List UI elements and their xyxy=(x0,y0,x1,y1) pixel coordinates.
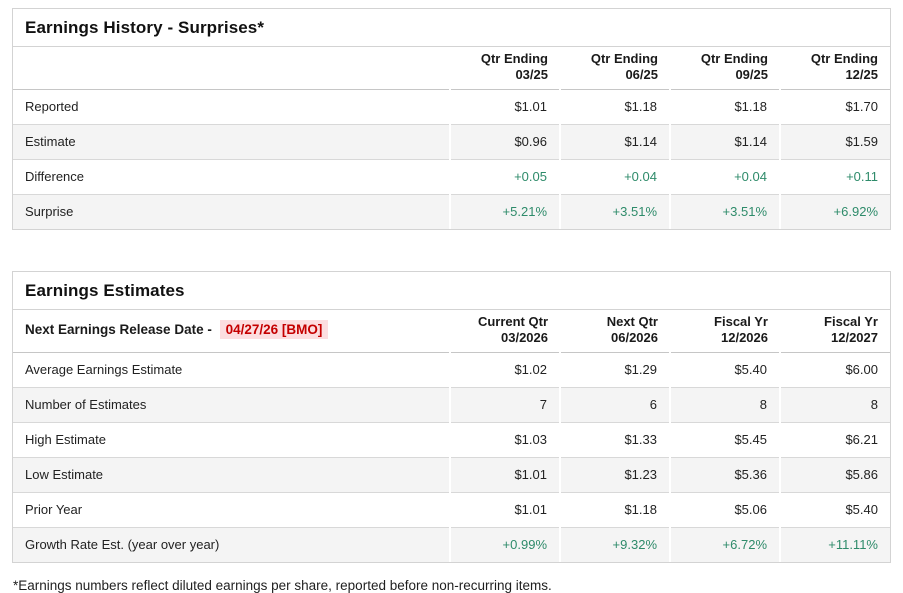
column-header-line2: 12/2026 xyxy=(721,330,768,346)
table-row-average-earnings-estimate: Average Earnings Estimate $1.02 $1.29 $5… xyxy=(13,352,890,387)
cell-value: $5.40 xyxy=(669,352,780,387)
cell-value: +3.51% xyxy=(669,193,780,229)
table-row-difference: Difference +0.05 +0.04 +0.04 +0.11 xyxy=(13,158,890,194)
cell-value: $1.01 xyxy=(449,89,560,124)
table-row-reported: Reported $1.01 $1.18 $1.18 $1.70 xyxy=(13,89,890,124)
table-row-low-estimate: Low Estimate $1.01 $1.23 $5.36 $5.86 xyxy=(13,456,890,492)
row-label: Surprise xyxy=(13,193,450,229)
next-earnings-release-date: Next Earnings Release Date - 04/27/26 [B… xyxy=(13,310,450,353)
cell-value: $1.18 xyxy=(559,491,670,527)
cell-value: +0.04 xyxy=(669,158,780,194)
cell-value: +0.99% xyxy=(449,526,560,562)
column-header-line2: 03/2026 xyxy=(501,330,548,346)
cell-value: $1.59 xyxy=(779,123,890,159)
column-header-line2: 03/25 xyxy=(515,67,548,83)
column-header-qtr-1225: Qtr Ending 12/25 xyxy=(780,47,890,90)
cell-value: +0.11 xyxy=(779,158,890,194)
release-date-value: 04/27/26 [BMO] xyxy=(219,319,329,339)
table-row-surprise: Surprise +5.21% +3.51% +3.51% +6.92% xyxy=(13,193,890,229)
cell-value: $1.03 xyxy=(449,421,560,457)
empty-header-cell xyxy=(13,47,450,90)
cell-value: $1.01 xyxy=(449,456,560,492)
column-header-qtr-0925: Qtr Ending 09/25 xyxy=(670,47,780,90)
row-label: High Estimate xyxy=(13,421,450,457)
cell-value: 8 xyxy=(669,386,780,422)
cell-value: $5.06 xyxy=(669,491,780,527)
table-row-prior-year: Prior Year $1.01 $1.18 $5.06 $5.40 xyxy=(13,491,890,527)
row-label: Reported xyxy=(25,99,79,114)
cell-value: $1.18 xyxy=(669,89,780,124)
column-header-current-qtr: Current Qtr 03/2026 xyxy=(450,310,560,353)
cell-value: $5.36 xyxy=(669,456,780,492)
column-header-line2: 09/25 xyxy=(735,67,768,83)
column-header-line2: 06/25 xyxy=(625,67,658,83)
column-header-fiscal-yr-2026: Fiscal Yr 12/2026 xyxy=(670,310,780,353)
cell-value: $1.29 xyxy=(559,352,670,387)
cell-value: $1.18 xyxy=(559,89,670,124)
cell-value: +11.11% xyxy=(779,526,890,562)
table-row-number-of-estimates: Number of Estimates 7 6 8 8 xyxy=(13,386,890,422)
column-header-line1: Qtr Ending xyxy=(700,51,768,66)
release-date-label: Next Earnings Release Date - xyxy=(25,321,216,337)
earnings-estimates-header-row: Next Earnings Release Date - 04/27/26 [B… xyxy=(13,310,890,353)
column-header-line2: 12/25 xyxy=(845,67,878,83)
section-gap xyxy=(12,230,891,271)
cell-value: $0.96 xyxy=(449,123,560,159)
row-label: Prior Year xyxy=(13,491,450,527)
cell-value: +9.32% xyxy=(559,526,670,562)
cell-value: +6.92% xyxy=(779,193,890,229)
column-header-line2: 12/2027 xyxy=(831,330,878,346)
row-label: Estimate xyxy=(13,123,450,159)
cell-value: $1.14 xyxy=(559,123,670,159)
row-label: Difference xyxy=(13,158,450,194)
column-header-fiscal-yr-2027: Fiscal Yr 12/2027 xyxy=(780,310,890,353)
column-header-line1: Next Qtr xyxy=(606,314,658,329)
earnings-estimates-table: Next Earnings Release Date - 04/27/26 [B… xyxy=(13,310,890,562)
cell-value: $5.86 xyxy=(779,456,890,492)
table-row-growth-rate: Growth Rate Est. (year over year) +0.99%… xyxy=(13,526,890,562)
earnings-history-title: Earnings History - Surprises* xyxy=(13,9,890,47)
column-header-line1: Current Qtr xyxy=(477,314,548,329)
row-label: Average Earnings Estimate xyxy=(25,362,183,377)
cell-value: +3.51% xyxy=(559,193,670,229)
column-header-line1: Fiscal Yr xyxy=(714,314,768,329)
cell-value: 8 xyxy=(779,386,890,422)
column-header-line2: 06/2026 xyxy=(611,330,658,346)
earnings-estimates-card: Earnings Estimates Next Earnings Release… xyxy=(12,271,891,563)
column-header-line1: Qtr Ending xyxy=(480,51,548,66)
cell-value: $6.21 xyxy=(779,421,890,457)
earnings-estimates-title: Earnings Estimates xyxy=(13,272,890,310)
cell-value: $1.14 xyxy=(669,123,780,159)
row-label: Growth Rate Est. (year over year) xyxy=(13,526,450,562)
cell-value: $1.23 xyxy=(559,456,670,492)
cell-value: +0.04 xyxy=(559,158,670,194)
cell-value: $1.33 xyxy=(559,421,670,457)
earnings-history-header-row: Qtr Ending 03/25 Qtr Ending 06/25 Qtr En… xyxy=(13,47,890,90)
earnings-history-table: Qtr Ending 03/25 Qtr Ending 06/25 Qtr En… xyxy=(13,47,890,229)
earnings-history-card: Earnings History - Surprises* Qtr Ending… xyxy=(12,8,891,230)
column-header-line1: Fiscal Yr xyxy=(824,314,878,329)
cell-value: $5.40 xyxy=(779,491,890,527)
cell-value: $1.01 xyxy=(449,491,560,527)
row-label: Number of Estimates xyxy=(13,386,450,422)
cell-value: +6.72% xyxy=(669,526,780,562)
column-header-line1: Qtr Ending xyxy=(590,51,658,66)
table-row-estimate: Estimate $0.96 $1.14 $1.14 $1.59 xyxy=(13,123,890,159)
cell-value: 7 xyxy=(449,386,560,422)
cell-value: $1.70 xyxy=(779,89,890,124)
column-header-qtr-0625: Qtr Ending 06/25 xyxy=(560,47,670,90)
column-header-qtr-0325: Qtr Ending 03/25 xyxy=(450,47,560,90)
cell-value: $6.00 xyxy=(779,352,890,387)
column-header-line1: Qtr Ending xyxy=(810,51,878,66)
cell-value: $5.45 xyxy=(669,421,780,457)
cell-value: 6 xyxy=(559,386,670,422)
cell-value: +0.05 xyxy=(449,158,560,194)
earnings-footnote: *Earnings numbers reflect diluted earnin… xyxy=(13,578,552,593)
column-header-next-qtr: Next Qtr 06/2026 xyxy=(560,310,670,353)
cell-value: +5.21% xyxy=(449,193,560,229)
row-label: Low Estimate xyxy=(13,456,450,492)
cell-value: $1.02 xyxy=(449,352,560,387)
table-row-high-estimate: High Estimate $1.03 $1.33 $5.45 $6.21 xyxy=(13,421,890,457)
